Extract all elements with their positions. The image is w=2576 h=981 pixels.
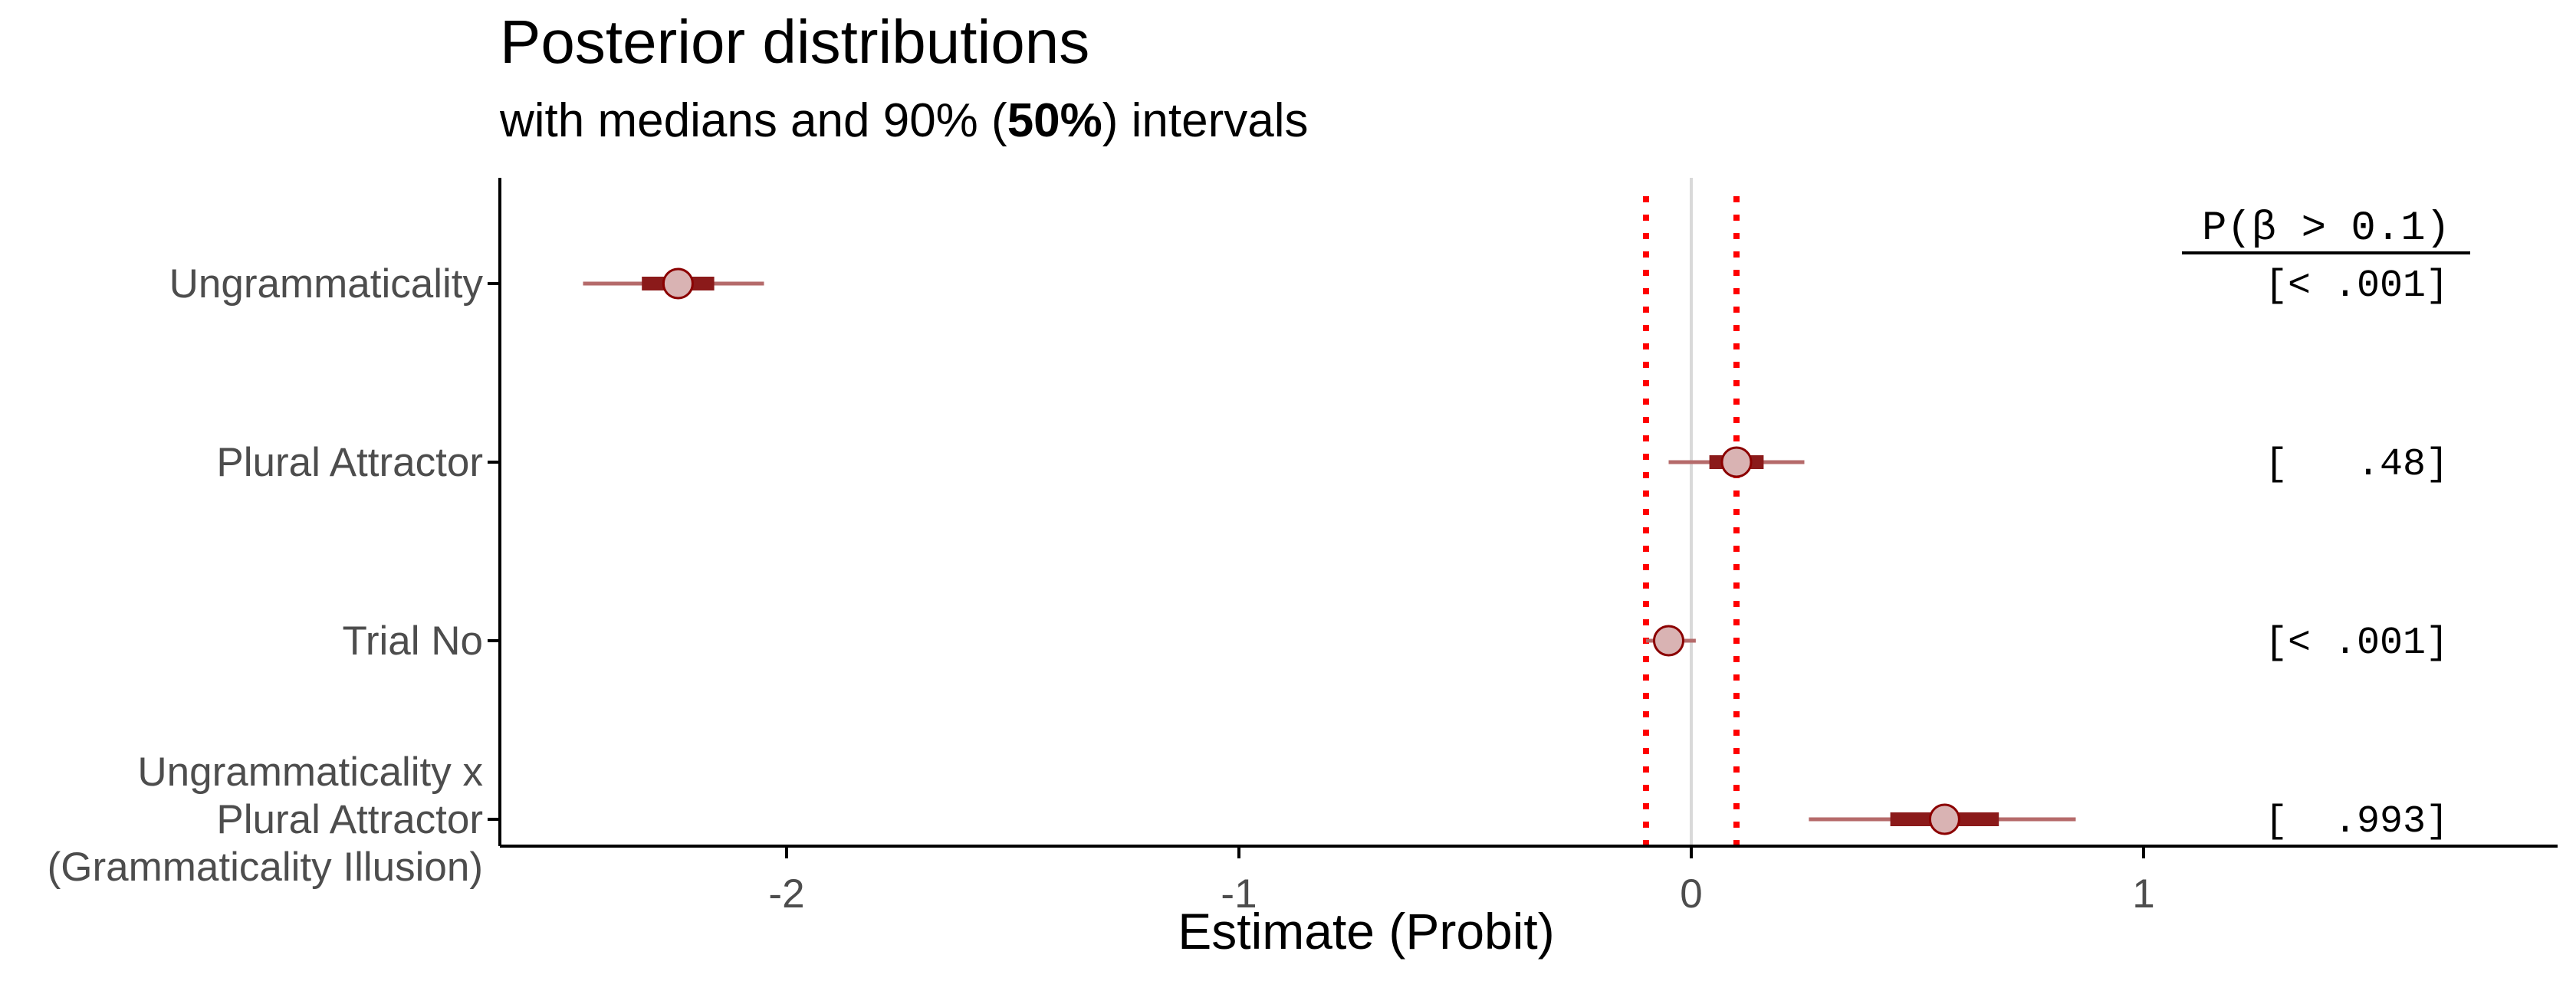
probability-column-header: P(β > 0.1) xyxy=(2202,205,2450,252)
median-point xyxy=(1720,446,1753,478)
y-tick-label: Plural Attractor xyxy=(216,440,483,485)
probability-value: [< .001] xyxy=(2265,622,2449,665)
x-tick-label: -1 xyxy=(1221,871,1257,917)
x-axis-label: Estimate (Probit) xyxy=(1178,903,1554,960)
plot-area: -2 -1 0 1 Ungrammaticality [< .001] Plural Att… xyxy=(48,178,2449,917)
median-point xyxy=(1653,625,1684,657)
y-tick-label: Plural Attractor xyxy=(216,797,483,842)
chart-subtitle: with medians and 90% (50%) intervals xyxy=(499,94,1309,147)
median-point xyxy=(662,267,694,300)
x-tick-label: 1 xyxy=(2132,871,2154,917)
y-tick-label: Ungrammaticality xyxy=(169,261,484,307)
subtitle-bold: 50% xyxy=(1007,94,1102,147)
chart-title: Posterior distributions xyxy=(500,8,1089,76)
x-tick-label: 0 xyxy=(1680,871,1702,917)
median-point xyxy=(1928,803,1960,835)
subtitle-suffix: ) intervals xyxy=(1102,94,1309,147)
x-tick-label: -2 xyxy=(768,871,804,917)
y-tick-label: Trial No xyxy=(342,618,483,664)
probability-value: [ .993] xyxy=(2265,800,2449,844)
y-tick-label: Ungrammaticality x xyxy=(137,750,483,795)
y-tick-label: (Grammaticality Illusion) xyxy=(48,845,483,890)
probability-value: [ .48] xyxy=(2265,443,2449,487)
subtitle-prefix: with medians and 90% ( xyxy=(499,94,1007,147)
probability-value: [< .001] xyxy=(2265,264,2449,308)
